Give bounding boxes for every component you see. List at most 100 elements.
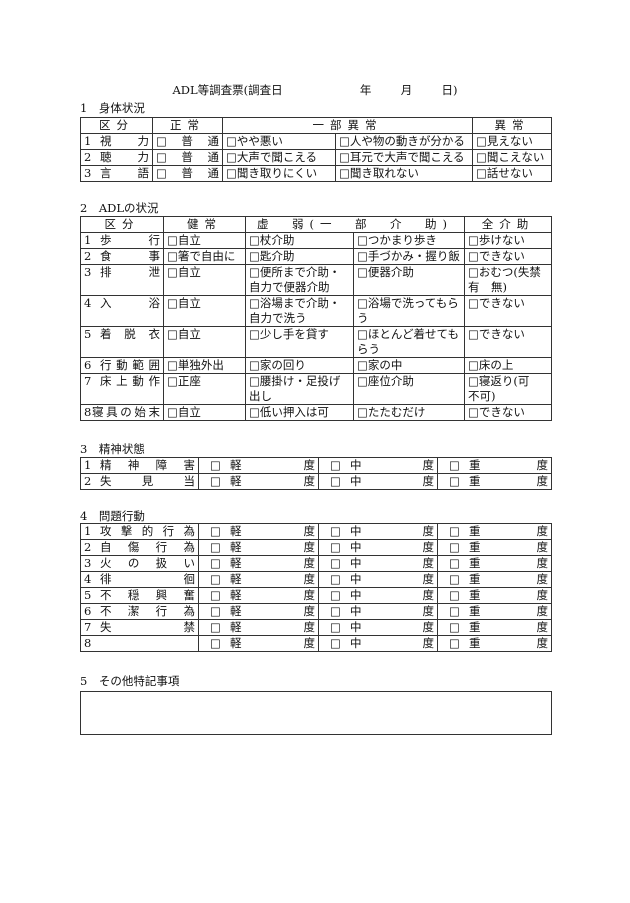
option-healthy[interactable]: □自立 (163, 404, 246, 421)
option-weak2[interactable]: □浴場で洗ってもらう (352, 295, 466, 327)
option-healthy[interactable]: □箸で自由に (163, 248, 246, 265)
option-abnormal[interactable]: □話せない (472, 165, 552, 182)
option-full[interactable]: □できない (464, 326, 553, 358)
severity-option-1[interactable]: □ 中度 (318, 555, 438, 572)
checkbox[interactable]: □ (449, 620, 460, 635)
option-healthy[interactable]: □自立 (163, 295, 246, 327)
severity-option-1[interactable]: □ 中度 (318, 457, 438, 474)
option-healthy[interactable]: □正座 (163, 373, 246, 405)
checkbox[interactable]: □ (210, 636, 221, 651)
severity-option-1[interactable]: □ 中度 (318, 473, 438, 490)
option-weak1[interactable]: □家の回り (245, 357, 354, 374)
option-normal[interactable]: □普通 (152, 149, 223, 166)
checkbox[interactable]: □ (330, 572, 341, 587)
severity-option-1[interactable]: □ 中度 (318, 603, 438, 620)
option-partial1[interactable]: □大声で聞こえる (222, 149, 336, 166)
severity-option-0[interactable]: □ 軽度 (198, 635, 319, 652)
option-weak1[interactable]: □腰掛け・足投げ出し (245, 373, 354, 405)
option-full[interactable]: □おむつ(失禁 有 無) (464, 264, 553, 296)
checkbox[interactable]: □ (330, 540, 341, 555)
severity-option-2[interactable]: □ 重度 (437, 457, 552, 474)
option-healthy[interactable]: □自立 (163, 264, 246, 296)
severity-option-0[interactable]: □ 軽度 (198, 457, 319, 474)
checkbox[interactable]: □ (330, 604, 341, 619)
option-text[interactable]: □普通 (156, 166, 219, 181)
checkbox[interactable]: □ (449, 474, 460, 489)
severity-option-2[interactable]: □ 重度 (437, 473, 552, 490)
option-healthy[interactable]: □自立 (163, 326, 246, 358)
checkbox[interactable]: □ (330, 620, 341, 635)
option-weak1[interactable]: □匙介助 (245, 248, 354, 265)
severity-option-0[interactable]: □ 軽度 (198, 571, 319, 588)
checkbox[interactable]: □ (210, 474, 221, 489)
option-weak2[interactable]: □ほとんど着せてもらう (352, 326, 466, 358)
option-weak1[interactable]: □便所まで介助・自力で便器介助 (245, 264, 354, 296)
severity-option-0[interactable]: □ 軽度 (198, 523, 319, 540)
option-weak1[interactable]: □少し手を貸す (245, 326, 354, 358)
option-abnormal[interactable]: □聞こえない (472, 149, 552, 166)
option-weak2[interactable]: □つかまり歩き (352, 232, 466, 249)
severity-option-2[interactable]: □ 重度 (437, 603, 552, 620)
checkbox[interactable]: □ (330, 458, 341, 473)
checkbox[interactable]: □ (330, 524, 341, 539)
option-normal[interactable]: □普通 (152, 165, 223, 182)
checkbox[interactable]: □ (210, 604, 221, 619)
checkbox[interactable]: □ (330, 474, 341, 489)
option-full[interactable]: □歩けない (464, 232, 553, 249)
option-weak2[interactable]: □手づかみ・握り飯 (352, 248, 466, 265)
option-full[interactable]: □寝返り(可 不可) (464, 373, 553, 405)
option-weak2[interactable]: □家の中 (352, 357, 466, 374)
severity-option-0[interactable]: □ 軽度 (198, 603, 319, 620)
checkbox[interactable]: □ (449, 540, 460, 555)
option-weak2[interactable]: □たたむだけ (352, 404, 466, 421)
option-partial1[interactable]: □聞き取りにくい (222, 165, 336, 182)
option-partial2[interactable]: □人や物の動きが分かる (335, 133, 473, 150)
checkbox[interactable]: □ (449, 572, 460, 587)
option-full[interactable]: □できない (464, 248, 553, 265)
option-weak1[interactable]: □浴場まで介助・自力で洗う (245, 295, 354, 327)
checkbox[interactable]: □ (210, 556, 221, 571)
checkbox[interactable]: □ (210, 524, 221, 539)
severity-option-2[interactable]: □ 重度 (437, 523, 552, 540)
checkbox[interactable]: □ (210, 540, 221, 555)
option-full[interactable]: □できない (464, 295, 553, 327)
option-partial2[interactable]: □耳元で大声で聞こえる (335, 149, 473, 166)
option-weak2[interactable]: □便器介助 (352, 264, 466, 296)
checkbox[interactable]: □ (210, 620, 221, 635)
option-abnormal[interactable]: □見えない (472, 133, 552, 150)
option-text[interactable]: □普通 (156, 150, 219, 165)
checkbox[interactable]: □ (210, 458, 221, 473)
checkbox[interactable]: □ (210, 588, 221, 603)
severity-option-2[interactable]: □ 重度 (437, 571, 552, 588)
option-healthy[interactable]: □単独外出 (163, 357, 246, 374)
severity-option-1[interactable]: □ 中度 (318, 539, 438, 556)
checkbox[interactable]: □ (330, 636, 341, 651)
option-text[interactable]: □普通 (156, 134, 219, 149)
severity-option-1[interactable]: □ 中度 (318, 635, 438, 652)
severity-option-2[interactable]: □ 重度 (437, 539, 552, 556)
severity-option-0[interactable]: □ 軽度 (198, 619, 319, 636)
checkbox[interactable]: □ (449, 588, 460, 603)
notes-field[interactable] (80, 691, 552, 735)
checkbox[interactable]: □ (449, 524, 460, 539)
option-full[interactable]: □床の上 (464, 357, 553, 374)
severity-option-1[interactable]: □ 中度 (318, 619, 438, 636)
checkbox[interactable]: □ (449, 556, 460, 571)
severity-option-0[interactable]: □ 軽度 (198, 539, 319, 556)
checkbox[interactable]: □ (449, 636, 460, 651)
option-normal[interactable]: □普通 (152, 133, 223, 150)
severity-option-2[interactable]: □ 重度 (437, 587, 552, 604)
checkbox[interactable]: □ (330, 556, 341, 571)
severity-option-1[interactable]: □ 中度 (318, 587, 438, 604)
option-weak1[interactable]: □杖介助 (245, 232, 354, 249)
severity-option-2[interactable]: □ 重度 (437, 619, 552, 636)
severity-option-0[interactable]: □ 軽度 (198, 473, 319, 490)
checkbox[interactable]: □ (210, 572, 221, 587)
option-partial1[interactable]: □やや悪い (222, 133, 336, 150)
severity-option-0[interactable]: □ 軽度 (198, 555, 319, 572)
severity-option-1[interactable]: □ 中度 (318, 571, 438, 588)
option-healthy[interactable]: □自立 (163, 232, 246, 249)
option-weak1[interactable]: □低い押入は可 (245, 404, 354, 421)
checkbox[interactable]: □ (449, 604, 460, 619)
severity-option-2[interactable]: □ 重度 (437, 635, 552, 652)
